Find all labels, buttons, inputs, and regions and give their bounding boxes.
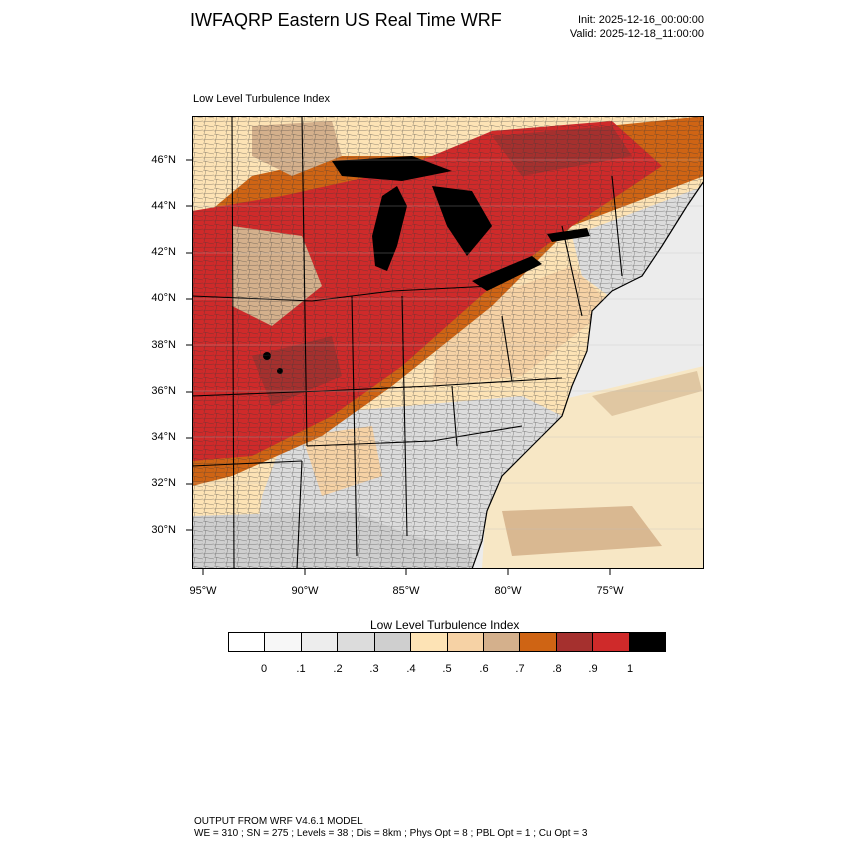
model-info: OUTPUT FROM WRF V4.6.1 MODEL WE = 310 ; … [194,816,587,840]
model-version: OUTPUT FROM WRF V4.6.1 MODEL [194,816,363,827]
legend-tick: .7 [515,663,525,675]
legend-swatch [411,633,448,651]
lat-label-30: 30°N [151,524,176,536]
lon-label-85: 85°W [392,585,420,597]
legend-title: Low Level Turbulence Index [370,618,520,632]
legend-swatch [520,633,557,651]
legend-tick: 0 [260,663,268,675]
legend-swatch [374,633,412,651]
lat-label-32: 32°N [151,477,176,489]
lake-superior [332,156,452,181]
lat-label-44: 44°N [151,200,176,212]
legend-swatch [265,633,302,651]
valid-time: Valid: 2025-12-18_11:00:00 [569,28,704,40]
lat-label-38: 38°N [151,339,176,351]
model-config: WE = 310 ; SN = 275 ; Levels = 38 ; Dis … [194,828,588,839]
lon-label-90: 90°W [291,585,319,597]
legend-swatch [629,633,666,651]
lon-label-80: 80°W [494,585,522,597]
coastline [471,180,704,569]
legend-swatch [556,633,594,651]
run-times: Init: 2025-12-16_00:00:00 Valid: 2025-12… [560,13,704,41]
legend-swatch [483,633,521,651]
init-time: Init: 2025-12-16_00:00:00 [578,14,704,26]
lake-erie [472,256,542,291]
legend-swatch [593,633,630,651]
lat-label-40: 40°N [151,292,176,304]
lake-ontario [547,228,590,242]
legend-swatch [447,633,484,651]
lat-label-42: 42°N [151,246,176,258]
graticule [192,159,704,530]
lon-ticks [202,569,611,575]
map-border [192,116,704,569]
legend-swatch [338,633,375,651]
lat-ticks [186,159,192,531]
legend-swatch [301,633,339,651]
lon-label-75: 75°W [596,585,624,597]
state-borders [192,116,623,569]
legend-tick: .8 [552,663,562,675]
legend-tick: .1 [296,663,306,675]
offshore-tan-2 [592,371,702,416]
map-field-label: Low Level Turbulence Index [193,93,330,105]
legend-tick: 1 [626,663,634,675]
legend-tick: .5 [442,663,452,675]
legend-tick: .3 [369,663,379,675]
legend-swatch [229,633,266,651]
legend-tick: .6 [479,663,489,675]
lon-label-95: 95°W [189,585,217,597]
legend-tick: .4 [406,663,416,675]
lat-label-36: 36°N [151,385,176,397]
plot-title: IWFAQRP Eastern US Real Time WRF [190,10,502,30]
legend-colorbar [228,632,666,652]
turbulence-map [192,116,704,569]
legend-tick: .9 [588,663,598,675]
legend-tick: .2 [333,663,343,675]
lat-label-34: 34°N [151,431,176,443]
lake-huron [432,186,492,256]
lat-label-46: 46°N [151,154,176,166]
offshore-tan [502,506,662,556]
lake-michigan [372,186,407,271]
